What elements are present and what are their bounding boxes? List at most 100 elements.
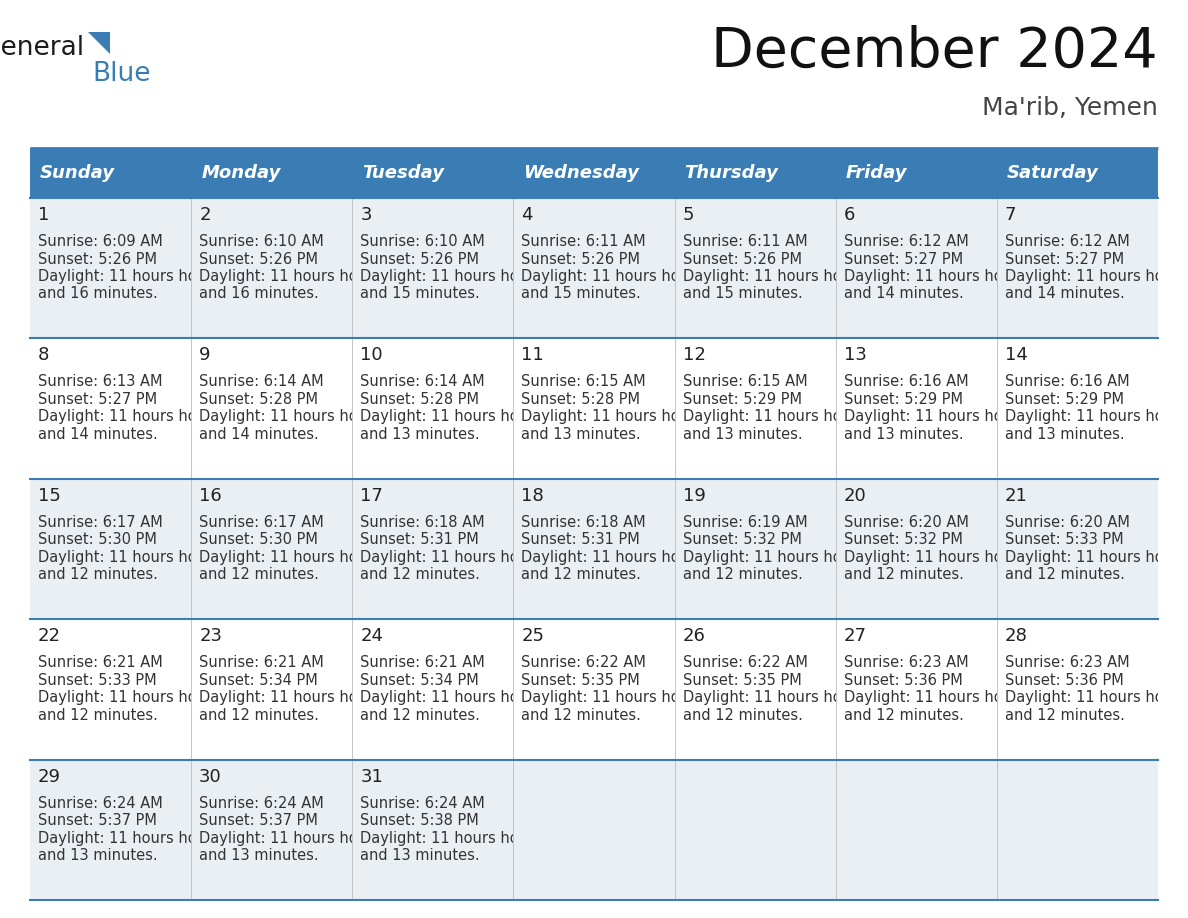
Text: Sunrise: 6:12 AM: Sunrise: 6:12 AM	[1005, 234, 1130, 249]
Text: Daylight: 11 hours hours: Daylight: 11 hours hours	[38, 409, 220, 424]
Text: 2: 2	[200, 206, 210, 224]
Text: 17: 17	[360, 487, 384, 505]
Text: Sunrise: 6:09 AM: Sunrise: 6:09 AM	[38, 234, 163, 249]
Text: Sunset: 5:27 PM: Sunset: 5:27 PM	[843, 252, 962, 266]
Text: Sunrise: 6:10 AM: Sunrise: 6:10 AM	[360, 234, 485, 249]
Text: Daylight: 11 hours hours: Daylight: 11 hours hours	[522, 550, 703, 565]
Text: Sunset: 5:34 PM: Sunset: 5:34 PM	[200, 673, 318, 688]
Text: Sunset: 5:35 PM: Sunset: 5:35 PM	[683, 673, 802, 688]
Text: Sunset: 5:26 PM: Sunset: 5:26 PM	[38, 252, 157, 266]
Text: December 2024: December 2024	[712, 25, 1158, 79]
Text: Sunset: 5:26 PM: Sunset: 5:26 PM	[200, 252, 318, 266]
Text: Daylight: 11 hours hours: Daylight: 11 hours hours	[522, 269, 703, 284]
Text: 15: 15	[38, 487, 61, 505]
Text: Sunset: 5:32 PM: Sunset: 5:32 PM	[683, 532, 802, 547]
Text: and 14 minutes.: and 14 minutes.	[38, 427, 158, 442]
Text: and 12 minutes.: and 12 minutes.	[843, 708, 963, 722]
Text: Sunset: 5:27 PM: Sunset: 5:27 PM	[38, 392, 157, 407]
Text: Sunrise: 6:10 AM: Sunrise: 6:10 AM	[200, 234, 324, 249]
Text: Saturday: Saturday	[1007, 164, 1099, 182]
Text: Sunset: 5:37 PM: Sunset: 5:37 PM	[200, 813, 318, 828]
Text: 30: 30	[200, 767, 222, 786]
Text: and 14 minutes.: and 14 minutes.	[1005, 286, 1125, 301]
Text: Sunrise: 6:24 AM: Sunrise: 6:24 AM	[200, 796, 324, 811]
Text: and 12 minutes.: and 12 minutes.	[1005, 567, 1125, 582]
Text: and 12 minutes.: and 12 minutes.	[200, 567, 320, 582]
Text: 10: 10	[360, 346, 383, 364]
Text: Sunset: 5:26 PM: Sunset: 5:26 PM	[683, 252, 802, 266]
Text: Sunrise: 6:16 AM: Sunrise: 6:16 AM	[843, 375, 968, 389]
Text: Daylight: 11 hours hours: Daylight: 11 hours hours	[200, 409, 381, 424]
Text: 13: 13	[843, 346, 866, 364]
Text: Sunrise: 6:12 AM: Sunrise: 6:12 AM	[843, 234, 968, 249]
Text: Sunset: 5:33 PM: Sunset: 5:33 PM	[1005, 532, 1124, 547]
Polygon shape	[88, 32, 110, 54]
Text: Sunset: 5:26 PM: Sunset: 5:26 PM	[522, 252, 640, 266]
Text: Sunset: 5:29 PM: Sunset: 5:29 PM	[1005, 392, 1124, 407]
Text: 4: 4	[522, 206, 533, 224]
Text: Thursday: Thursday	[684, 164, 778, 182]
Text: General: General	[0, 35, 86, 61]
Text: Sunrise: 6:17 AM: Sunrise: 6:17 AM	[200, 515, 324, 530]
Text: 31: 31	[360, 767, 384, 786]
Text: Sunrise: 6:15 AM: Sunrise: 6:15 AM	[522, 375, 646, 389]
Text: 18: 18	[522, 487, 544, 505]
Text: Daylight: 11 hours hours: Daylight: 11 hours hours	[1005, 269, 1187, 284]
Text: Sunrise: 6:16 AM: Sunrise: 6:16 AM	[1005, 375, 1130, 389]
Text: Monday: Monday	[201, 164, 280, 182]
Text: Sunrise: 6:19 AM: Sunrise: 6:19 AM	[683, 515, 807, 530]
Bar	[30, 759, 1158, 900]
Text: 9: 9	[200, 346, 210, 364]
Text: Sunset: 5:27 PM: Sunset: 5:27 PM	[1005, 252, 1124, 266]
Text: Sunset: 5:26 PM: Sunset: 5:26 PM	[360, 252, 479, 266]
Text: 20: 20	[843, 487, 866, 505]
Text: Wednesday: Wednesday	[524, 164, 639, 182]
Text: 12: 12	[683, 346, 706, 364]
Text: Sunrise: 6:22 AM: Sunrise: 6:22 AM	[522, 655, 646, 670]
Text: Sunrise: 6:21 AM: Sunrise: 6:21 AM	[200, 655, 324, 670]
Text: Daylight: 11 hours hours: Daylight: 11 hours hours	[1005, 690, 1187, 705]
Text: Daylight: 11 hours hours: Daylight: 11 hours hours	[683, 409, 865, 424]
Text: and 13 minutes.: and 13 minutes.	[843, 427, 963, 442]
Text: Sunrise: 6:13 AM: Sunrise: 6:13 AM	[38, 375, 163, 389]
Text: 6: 6	[843, 206, 855, 224]
Text: Daylight: 11 hours hours: Daylight: 11 hours hours	[843, 409, 1025, 424]
Text: 8: 8	[38, 346, 50, 364]
Text: Daylight: 11 hours hours: Daylight: 11 hours hours	[360, 831, 542, 845]
Text: Blue: Blue	[91, 61, 151, 87]
Text: 25: 25	[522, 627, 544, 645]
Text: Daylight: 11 hours hours: Daylight: 11 hours hours	[38, 269, 220, 284]
Text: Sunrise: 6:18 AM: Sunrise: 6:18 AM	[360, 515, 485, 530]
Bar	[30, 148, 1158, 198]
Text: 14: 14	[1005, 346, 1028, 364]
Text: Sunset: 5:35 PM: Sunset: 5:35 PM	[522, 673, 640, 688]
Bar	[30, 620, 1158, 759]
Text: Daylight: 11 hours hours: Daylight: 11 hours hours	[843, 690, 1025, 705]
Text: and 12 minutes.: and 12 minutes.	[1005, 708, 1125, 722]
Text: Sunset: 5:34 PM: Sunset: 5:34 PM	[360, 673, 479, 688]
Text: Sunrise: 6:21 AM: Sunrise: 6:21 AM	[38, 655, 163, 670]
Text: 27: 27	[843, 627, 867, 645]
Text: Daylight: 11 hours hours: Daylight: 11 hours hours	[843, 550, 1025, 565]
Text: Daylight: 11 hours hours: Daylight: 11 hours hours	[200, 690, 381, 705]
Text: Daylight: 11 hours hours: Daylight: 11 hours hours	[360, 550, 542, 565]
Text: and 13 minutes.: and 13 minutes.	[1005, 427, 1125, 442]
Text: Daylight: 11 hours hours: Daylight: 11 hours hours	[1005, 409, 1187, 424]
Text: 21: 21	[1005, 487, 1028, 505]
Text: Sunrise: 6:11 AM: Sunrise: 6:11 AM	[522, 234, 646, 249]
Text: Sunrise: 6:20 AM: Sunrise: 6:20 AM	[843, 515, 968, 530]
Text: Sunset: 5:36 PM: Sunset: 5:36 PM	[1005, 673, 1124, 688]
Text: Sunset: 5:37 PM: Sunset: 5:37 PM	[38, 813, 157, 828]
Text: 5: 5	[683, 206, 694, 224]
Text: and 13 minutes.: and 13 minutes.	[360, 427, 480, 442]
Text: and 12 minutes.: and 12 minutes.	[200, 708, 320, 722]
Text: and 16 minutes.: and 16 minutes.	[38, 286, 158, 301]
Text: Sunrise: 6:23 AM: Sunrise: 6:23 AM	[1005, 655, 1130, 670]
Text: Sunset: 5:33 PM: Sunset: 5:33 PM	[38, 673, 157, 688]
Text: Sunset: 5:29 PM: Sunset: 5:29 PM	[683, 392, 802, 407]
Text: and 13 minutes.: and 13 minutes.	[683, 427, 802, 442]
Text: and 13 minutes.: and 13 minutes.	[38, 848, 158, 863]
Text: and 12 minutes.: and 12 minutes.	[360, 567, 480, 582]
Text: Sunrise: 6:21 AM: Sunrise: 6:21 AM	[360, 655, 485, 670]
Text: Daylight: 11 hours hours: Daylight: 11 hours hours	[360, 690, 542, 705]
